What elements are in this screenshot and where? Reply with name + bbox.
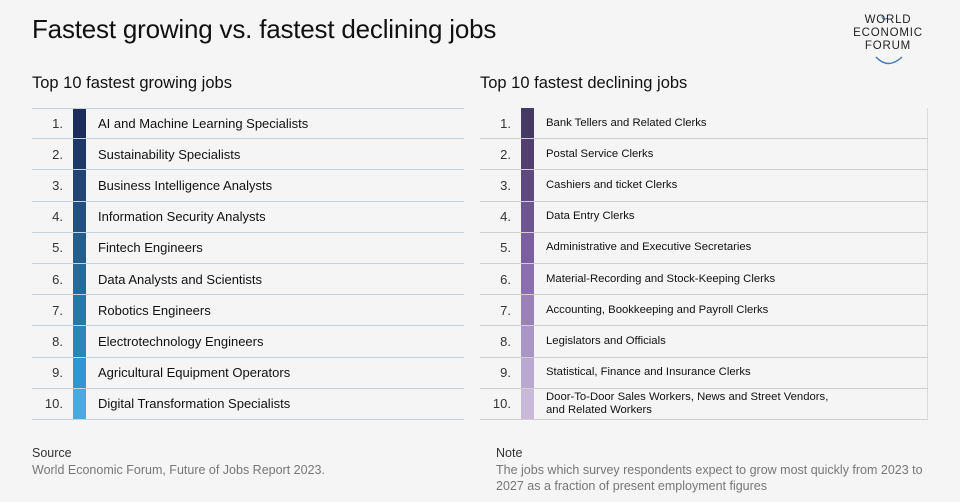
table-row: 9. Agricultural Equipment Operators bbox=[32, 357, 464, 389]
logo-line-2: ECONOMIC bbox=[853, 27, 923, 39]
job-title: Material-Recording and Stock-Keeping Cle… bbox=[546, 272, 776, 285]
job-title: Administrative and Executive Secretaries bbox=[546, 241, 752, 254]
rank-color-bar bbox=[73, 263, 86, 295]
table-row: 8. Legislators and Officials bbox=[480, 326, 928, 358]
table-row: 10. Digital Transformation Specialists bbox=[32, 388, 464, 420]
logo-line-1: WORLD bbox=[864, 14, 912, 26]
table-row: 7. Accounting, Bookkeeping and Payroll Cl… bbox=[480, 295, 928, 327]
job-title: Digital Transformation Specialists bbox=[98, 396, 291, 412]
note-heading: Note bbox=[496, 446, 523, 460]
declining-jobs-table: 1. Bank Tellers and Related Clerks 2. Post… bbox=[480, 108, 928, 420]
rank-color-bar bbox=[73, 109, 86, 139]
rank: 6. bbox=[52, 271, 63, 287]
rank: 8. bbox=[500, 333, 511, 349]
rank-color-bar bbox=[521, 295, 534, 326]
table-row: 8. Electrotechnology Engineers bbox=[32, 326, 464, 358]
rank-color-bar bbox=[521, 326, 534, 357]
rank: 4. bbox=[52, 209, 63, 225]
job-title: Postal Service Clerks bbox=[546, 147, 654, 160]
rank: 7. bbox=[52, 302, 63, 318]
job-title: Data Analysts and Scientists bbox=[98, 271, 263, 287]
rank: 8. bbox=[52, 333, 63, 349]
table-row: 2. Sustainability Specialists bbox=[32, 139, 464, 171]
table-row: 6. Data Analysts and Scientists bbox=[32, 263, 464, 296]
job-title: Cashiers and ticket Clerks bbox=[546, 178, 678, 191]
declining-heading: Top 10 fastest declining jobs bbox=[480, 74, 688, 92]
rank-color-bar bbox=[521, 108, 534, 139]
job-title: Fintech Engineers bbox=[98, 240, 203, 256]
rank: 9. bbox=[52, 365, 63, 381]
table-row: 1. AI and Machine Learning Specialists bbox=[32, 108, 464, 140]
table-row: 4. Information Security Analysts bbox=[32, 201, 464, 233]
rank-color-bar bbox=[73, 388, 86, 419]
table-row: 10. Door-To-Door Sales Workers, News and … bbox=[480, 388, 928, 420]
job-title: Bank Tellers and Related Clerks bbox=[546, 116, 707, 129]
job-title: Accounting, Bookkeeping and Payroll Cler… bbox=[546, 303, 769, 316]
job-title: Statistical, Finance and Insurance Clerk… bbox=[546, 366, 751, 379]
source-heading: Source bbox=[32, 446, 72, 460]
rank-color-bar bbox=[521, 357, 534, 388]
rank: 2. bbox=[52, 146, 63, 162]
rank: 9. bbox=[500, 365, 511, 381]
rank-color-bar bbox=[521, 263, 534, 295]
rank-color-bar bbox=[521, 170, 534, 201]
job-title: Door-To-Door Sales Workers, News and Str… bbox=[546, 390, 829, 416]
rank-color-bar bbox=[73, 295, 86, 326]
globe-arc-icon bbox=[875, 15, 903, 65]
job-title: Electrotechnology Engineers bbox=[98, 333, 264, 349]
rank: 2. bbox=[500, 146, 511, 162]
table-row: 5. Fintech Engineers bbox=[32, 232, 464, 264]
wef-logo: WORLD ECONOMIC FORUM bbox=[838, 12, 938, 67]
page-title: Fastest growing vs. fastest declining jo… bbox=[32, 14, 497, 44]
job-title: Agricultural Equipment Operators bbox=[98, 365, 291, 381]
rank: 3. bbox=[52, 177, 63, 193]
job-title: Sustainability Specialists bbox=[98, 146, 241, 162]
growing-heading: Top 10 fastest growing jobs bbox=[32, 74, 232, 92]
rank: 7. bbox=[500, 302, 511, 318]
table-row: 4. Data Entry Clerks bbox=[480, 201, 928, 233]
rank: 1. bbox=[500, 115, 511, 131]
rank-color-bar bbox=[521, 232, 534, 263]
rank: 10. bbox=[44, 396, 63, 412]
rank-color-bar bbox=[521, 201, 534, 232]
table-right-edge bbox=[927, 108, 928, 420]
rank: 6. bbox=[500, 271, 511, 287]
table-row: 3. Cashiers and ticket Clerks bbox=[480, 170, 928, 202]
rank-color-bar bbox=[73, 357, 86, 388]
rank: 1. bbox=[52, 116, 63, 132]
table-row: 6. Material-Recording and Stock-Keeping C… bbox=[480, 263, 928, 296]
rank-color-bar bbox=[521, 139, 534, 170]
job-title: AI and Machine Learning Specialists bbox=[98, 116, 309, 132]
rank-color-bar bbox=[73, 201, 86, 232]
job-title: Business Intelligence Analysts bbox=[98, 177, 273, 193]
growing-jobs-table: 1. AI and Machine Learning Specialists 2.… bbox=[32, 108, 464, 420]
rank: 4. bbox=[500, 209, 511, 225]
rank: 5. bbox=[500, 240, 511, 256]
table-row: 2. Postal Service Clerks bbox=[480, 139, 928, 171]
rank: 3. bbox=[500, 177, 511, 193]
rank: 10. bbox=[492, 396, 511, 412]
rank-color-bar bbox=[73, 170, 86, 201]
table-row: 9. Statistical, Finance and Insurance Cle… bbox=[480, 357, 928, 389]
rank: 5. bbox=[52, 240, 63, 256]
table-row: 3. Business Intelligence Analysts bbox=[32, 170, 464, 202]
job-title: Robotics Engineers bbox=[98, 302, 211, 318]
note-text: The jobs which survey respondents expect… bbox=[496, 463, 923, 493]
rank-color-bar bbox=[73, 232, 86, 263]
table-row: 5. Administrative and Executive Secretari… bbox=[480, 232, 928, 264]
job-title: Information Security Analysts bbox=[98, 209, 266, 225]
table-row: 7. Robotics Engineers bbox=[32, 295, 464, 327]
table-row: 1. Bank Tellers and Related Clerks bbox=[480, 108, 928, 140]
job-title: Data Entry Clerks bbox=[546, 210, 635, 223]
rank-color-bar bbox=[521, 388, 534, 419]
rank-color-bar bbox=[73, 326, 86, 357]
logo-line-3: FORUM bbox=[864, 40, 912, 52]
job-title: Legislators and Officials bbox=[546, 334, 666, 347]
rank-color-bar bbox=[73, 139, 86, 170]
source-text: World Economic Forum, Future of Jobs Rep… bbox=[32, 463, 325, 477]
